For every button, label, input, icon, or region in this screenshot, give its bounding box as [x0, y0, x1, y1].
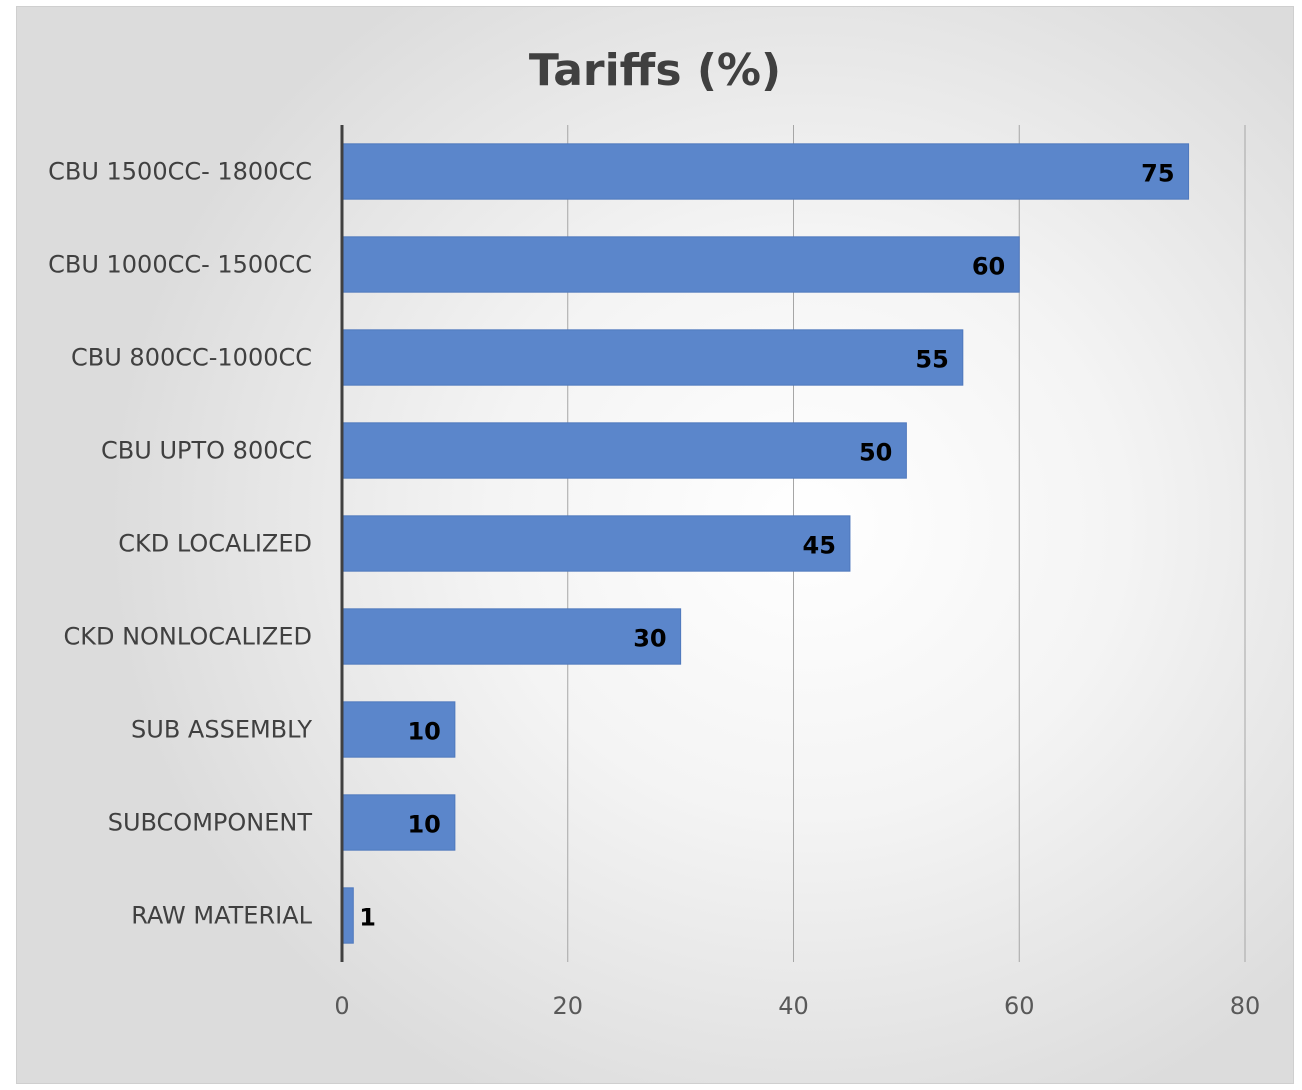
category-labels: CBU 1500CC- 1800CC CBU 1000CC- 1500CC CBU …	[48, 158, 313, 930]
data-label: 30	[633, 625, 666, 653]
category-label: CBU 800CC-1000CC	[71, 344, 312, 372]
chart-title: Tariffs (%)	[529, 45, 781, 96]
category-label: CBU UPTO 800CC	[101, 437, 312, 465]
bar	[341, 329, 964, 386]
data-labels: 75 60 55 50 45 30 10 10 1	[359, 160, 1174, 932]
x-tick-label: 0	[334, 992, 349, 1020]
bar	[341, 515, 851, 572]
x-tick-label: 60	[1004, 992, 1035, 1020]
bar	[341, 794, 456, 851]
bar	[341, 143, 1190, 200]
data-label: 10	[407, 718, 440, 746]
category-label: CBU 1000CC- 1500CC	[48, 251, 312, 279]
x-tick-label: 40	[778, 992, 809, 1020]
bar	[341, 701, 456, 758]
category-label: CBU 1500CC- 1800CC	[48, 158, 312, 186]
x-tick-labels: 0 20 40 60 80	[334, 992, 1260, 1020]
chart-area: Tariffs (%) CBU 1500CC- 1800CC CBU 1000CC…	[16, 6, 1294, 1084]
data-label: 1	[359, 904, 376, 932]
bars	[341, 143, 1190, 944]
category-label: RAW MATERIAL	[131, 902, 312, 930]
bar	[341, 608, 682, 665]
bar	[341, 236, 1020, 293]
bar	[341, 887, 354, 944]
data-label: 60	[972, 253, 1005, 281]
data-label: 10	[407, 811, 440, 839]
x-tick-label: 20	[552, 992, 583, 1020]
category-label: CKD LOCALIZED	[118, 530, 312, 558]
data-label: 75	[1141, 160, 1174, 188]
bar-chart: Tariffs (%) CBU 1500CC- 1800CC CBU 1000CC…	[48, 45, 1260, 1020]
bar	[341, 422, 907, 479]
category-label: SUBCOMPONENT	[108, 809, 313, 837]
category-label: SUB ASSEMBLY	[131, 716, 312, 744]
x-tick-label: 80	[1230, 992, 1261, 1020]
data-label: 55	[915, 346, 948, 374]
data-label: 50	[859, 439, 892, 467]
category-label: CKD NONLOCALIZED	[63, 623, 312, 651]
data-label: 45	[803, 532, 836, 560]
